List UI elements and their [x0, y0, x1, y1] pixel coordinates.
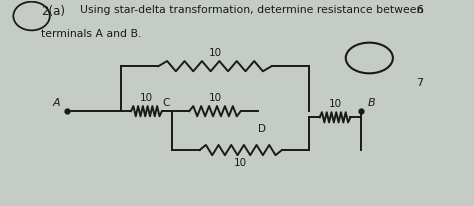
Text: terminals A and B.: terminals A and B. — [41, 29, 142, 39]
Text: 10: 10 — [140, 93, 153, 103]
Text: 6: 6 — [416, 5, 423, 15]
Text: 2(a): 2(a) — [41, 5, 65, 18]
Text: 7: 7 — [416, 78, 423, 88]
Text: 10: 10 — [209, 93, 221, 103]
Text: 10: 10 — [209, 48, 221, 58]
Text: B: B — [368, 98, 375, 108]
Text: A: A — [53, 98, 60, 108]
Text: Using star-delta transformation, determine resistance between: Using star-delta transformation, determi… — [80, 5, 423, 15]
Text: D: D — [258, 124, 266, 133]
Text: 10: 10 — [328, 99, 342, 109]
Text: C: C — [162, 98, 169, 108]
Text: 10: 10 — [234, 158, 247, 168]
